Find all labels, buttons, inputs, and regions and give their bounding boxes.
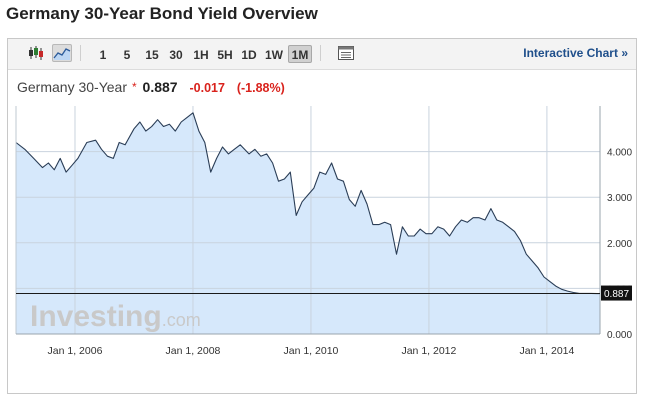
- investing-watermark: Investing.com: [30, 300, 201, 333]
- chart-toolbar: 1 5 15 30 1H 5H 1D 1W 1M Interactive Cha…: [8, 39, 636, 70]
- page-title: Germany 30-Year Bond Yield Overview: [6, 4, 318, 23]
- area-chart-icon[interactable]: [52, 44, 72, 62]
- timeframe-5[interactable]: 5: [123, 48, 131, 62]
- timeframe-1h[interactable]: 1H: [193, 48, 209, 62]
- chevron-right-icon: »: [621, 46, 628, 60]
- y-tick-label: 2.000: [607, 239, 632, 250]
- x-tick-label: Jan 1, 2012: [401, 345, 456, 357]
- last-value-label: 0.887: [604, 289, 629, 300]
- y-tick-label: 3.000: [607, 193, 632, 204]
- timeframe-5h[interactable]: 5H: [217, 48, 233, 62]
- interactive-chart-label: Interactive Chart: [523, 46, 618, 60]
- timeframe-1m[interactable]: 1M: [288, 45, 312, 63]
- price-change-percent: (-1.88%): [236, 81, 285, 95]
- timeframe-30[interactable]: 30: [169, 48, 183, 62]
- timeframe-1[interactable]: 1: [99, 48, 107, 62]
- y-tick-label: 4.000: [607, 148, 632, 159]
- timeframe-1w[interactable]: 1W: [265, 48, 283, 62]
- y-tick-label: 0.000: [607, 330, 632, 341]
- star-icon: *: [131, 80, 137, 94]
- candlestick-icon[interactable]: [26, 44, 46, 62]
- x-tick-label: Jan 1, 2010: [284, 345, 339, 357]
- quote-header: Germany 30-Year * 0.887 -0.017 (-1.88%): [17, 77, 285, 97]
- timeframe-1d[interactable]: 1D: [241, 48, 257, 62]
- toolbar-separator: [320, 45, 321, 61]
- x-tick-label: Jan 1, 2006: [48, 345, 103, 357]
- x-tick-label: Jan 1, 2014: [519, 345, 574, 357]
- x-tick-label: Jan 1, 2008: [166, 345, 221, 357]
- instrument-name: Germany 30-Year: [17, 79, 127, 95]
- watermark-brand: Investing: [30, 300, 162, 333]
- series-area: [16, 112, 600, 334]
- last-value-badge: [601, 285, 632, 301]
- table-icon[interactable]: [336, 44, 356, 62]
- watermark-suffix: .com: [162, 310, 201, 330]
- toolbar-separator: [80, 45, 81, 61]
- timeframe-15[interactable]: 15: [145, 48, 159, 62]
- interactive-chart-link[interactable]: Interactive Chart »: [523, 46, 628, 60]
- price-change: -0.017: [189, 81, 225, 95]
- series-line: [15, 112, 600, 295]
- last-price: 0.887: [142, 79, 178, 95]
